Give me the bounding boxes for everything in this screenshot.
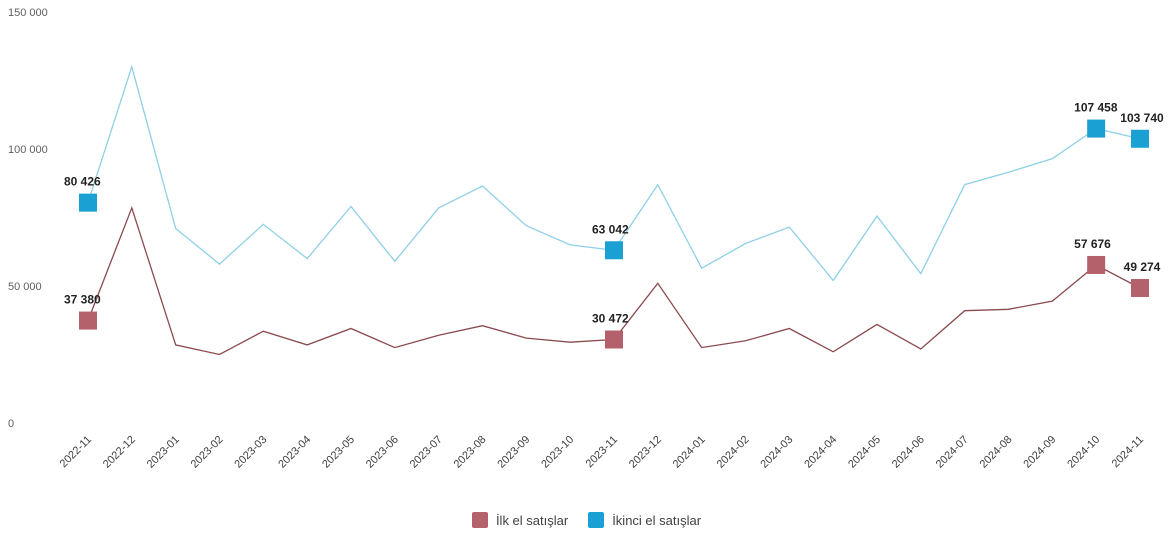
- x-tick-label: 2024-11: [1110, 434, 1146, 470]
- data-label: 30 472: [592, 312, 629, 326]
- legend: İlk el satışlar İkinci el satışlar: [0, 512, 1173, 528]
- data-label: 63 042: [592, 222, 629, 236]
- data-point-marker[interactable]: [79, 193, 97, 212]
- x-tick-label: 2023-03: [232, 434, 269, 471]
- data-label: 80 426: [64, 175, 101, 189]
- legend-label-second-hand: İkinci el satışlar: [612, 512, 702, 528]
- data-point-marker[interactable]: [79, 311, 97, 330]
- data-label: 37 380: [64, 293, 101, 307]
- legend-label-first-hand: İlk el satışlar: [495, 512, 569, 528]
- x-tick-label: 2024-01: [671, 434, 708, 471]
- x-tick-label: 2023-04: [276, 434, 313, 471]
- data-point-marker[interactable]: [1087, 119, 1106, 138]
- data-point-marker[interactable]: [1131, 278, 1149, 297]
- legend-item-second-hand[interactable]: İkinci el satışlar: [588, 512, 701, 528]
- x-tick-label: 2023-06: [364, 434, 401, 471]
- data-point-marker[interactable]: [1087, 255, 1106, 274]
- x-tick-label: 2023-02: [189, 434, 226, 471]
- x-tick-label: 2024-07: [934, 434, 971, 471]
- x-tick-label: 2024-05: [846, 434, 883, 471]
- legend-item-first-hand[interactable]: İlk el satışlar: [471, 512, 569, 528]
- x-tick-label: 2023-01: [145, 434, 182, 471]
- data-labels: 37 380 30 472 57 676 49 274 80 426 63 042 107 …: [64, 101, 1164, 326]
- x-tick-label: 2024-02: [715, 434, 752, 471]
- x-tick-label: 2023-05: [320, 434, 357, 471]
- y-tick-label: 0: [8, 418, 14, 430]
- x-tick-label: 2023-08: [452, 434, 489, 471]
- y-axis: 0 50 000 100 000 150 000: [8, 7, 48, 430]
- data-point-marker[interactable]: [1131, 129, 1149, 148]
- legend-swatch-first-hand: [471, 512, 488, 528]
- x-tick-label: 2023-11: [584, 434, 620, 470]
- data-label: 49 274: [1124, 260, 1161, 274]
- x-tick-label: 2023-07: [408, 434, 445, 471]
- x-tick-label: 2024-04: [802, 434, 839, 471]
- x-tick-label: 2023-12: [627, 434, 664, 471]
- x-tick-label: 2024-08: [978, 434, 1015, 471]
- data-point-marker[interactable]: [605, 330, 623, 349]
- series-markers: [79, 119, 1149, 349]
- x-tick-label: 2023-09: [495, 434, 532, 471]
- data-label: 103 740: [1120, 111, 1164, 125]
- x-tick-label: 2024-10: [1065, 434, 1102, 471]
- x-tick-label: 2022-12: [101, 434, 138, 471]
- y-tick-label: 150 000: [8, 7, 48, 19]
- legend-swatch-second-hand: [588, 512, 605, 528]
- y-tick-label: 100 000: [8, 144, 48, 156]
- x-tick-label: 2024-09: [1021, 434, 1058, 471]
- x-tick-label: 2024-06: [890, 434, 927, 471]
- data-label: 107 458: [1074, 101, 1118, 115]
- x-tick-label: 2024-03: [758, 434, 795, 471]
- x-axis: 2022-11 2022-12 2023-01 2023-02 2023-03 2023-…: [58, 434, 1146, 471]
- y-tick-label: 50 000: [8, 281, 42, 293]
- x-tick-label: 2023-10: [539, 434, 576, 471]
- x-tick-label: 2022-11: [58, 434, 94, 470]
- data-point-marker[interactable]: [605, 241, 623, 260]
- data-label: 57 676: [1074, 237, 1111, 251]
